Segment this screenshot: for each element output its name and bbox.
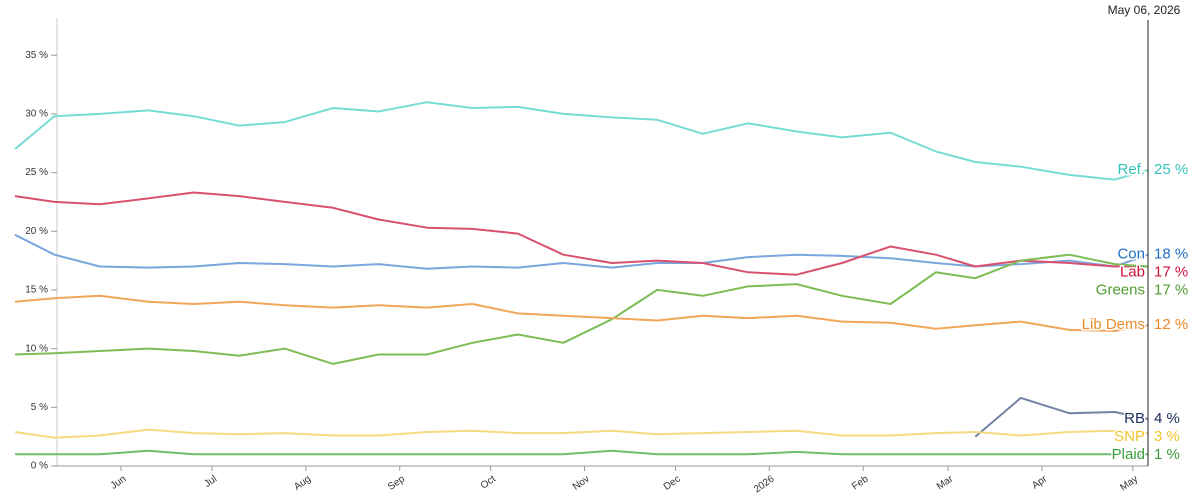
- series-line: [14, 428, 1149, 439]
- legend-label: Lib Dems: [1082, 316, 1145, 333]
- legend-label: Ref.: [1117, 161, 1145, 178]
- y-tick-label: 15 %: [25, 285, 48, 296]
- legend-label: Lab: [1120, 264, 1145, 281]
- y-tick-label: 25 %: [25, 167, 48, 178]
- value-label: 12 %: [1154, 316, 1188, 333]
- value-label: 18 %: [1154, 246, 1188, 263]
- series-line: [14, 253, 1149, 365]
- legend-label: SNP: [1114, 428, 1145, 445]
- series-line: [15, 449, 1148, 456]
- value-label: 25 %: [1154, 161, 1188, 178]
- y-tick-label: 35 %: [25, 50, 48, 61]
- crosshair-label: May 06, 2026: [1108, 3, 1181, 17]
- value-label: 17 %: [1154, 264, 1188, 281]
- y-tick-label: 10 %: [25, 343, 48, 354]
- y-tick-label: 20 %: [25, 226, 48, 237]
- series-line: [974, 396, 1149, 438]
- value-label: 17 %: [1154, 282, 1188, 299]
- y-tick-label: 30 %: [25, 109, 48, 120]
- series-line: [14, 191, 1148, 276]
- series-line: [14, 101, 1149, 181]
- value-label: 3 %: [1154, 428, 1180, 445]
- value-label: 4 %: [1154, 410, 1180, 427]
- legend-label: Con: [1117, 246, 1145, 263]
- legend-label: RB: [1124, 410, 1145, 427]
- y-tick-label: 0 %: [31, 461, 48, 472]
- series-line: [14, 233, 1149, 270]
- value-label: 1 %: [1154, 446, 1180, 463]
- series-line: [14, 294, 1149, 332]
- legend-label: Greens: [1096, 282, 1145, 299]
- legend-label: Plaid: [1112, 446, 1145, 463]
- y-tick-label: 5 %: [31, 402, 48, 413]
